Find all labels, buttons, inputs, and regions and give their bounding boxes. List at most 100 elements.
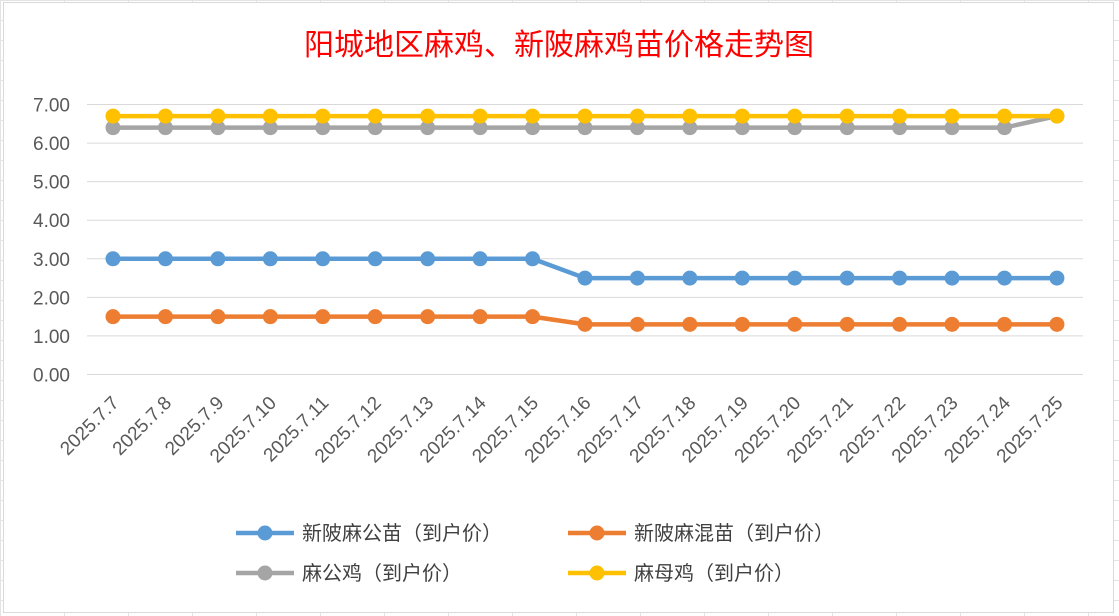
data-point [944,108,960,124]
data-point [682,108,698,124]
data-point [367,309,383,325]
legend-item: 麻母鸡（到户价） [568,561,794,585]
data-point [105,309,121,325]
data-point [682,316,698,332]
data-point [1049,270,1065,286]
data-point [577,270,593,286]
data-point [839,108,855,124]
data-point [420,120,436,136]
y-tick-label: 4.00 [33,211,70,232]
data-point [1049,316,1065,332]
data-point [996,120,1012,136]
data-point [105,251,121,267]
data-point [262,309,278,325]
data-point [996,108,1012,124]
data-point [629,270,645,286]
data-point [892,108,908,124]
data-point [367,251,383,267]
data-point [944,120,960,136]
data-point [996,270,1012,286]
chart-title: 阳城地区麻鸡、新陂麻鸡苗价格走势图 [304,28,814,63]
series-0 [105,251,1065,286]
legend-label: 麻母鸡（到户价） [634,561,794,585]
data-point [525,120,541,136]
legend-label: 麻公鸡（到户价） [302,561,462,585]
data-point [420,251,436,267]
data-point [315,120,331,136]
data-point [787,108,803,124]
series-lines [105,108,1065,332]
data-point [315,108,331,124]
y-tick-label: 0.00 [33,366,70,387]
data-point [629,120,645,136]
data-point [105,108,121,124]
y-tick-label: 7.00 [33,96,70,117]
data-point [839,120,855,136]
y-tick-label: 3.00 [33,250,70,271]
data-point [157,120,173,136]
data-point [472,108,488,124]
series-1 [105,309,1065,332]
legend-swatch-marker [257,525,273,541]
data-point [892,120,908,136]
y-tick-label: 2.00 [33,288,70,309]
data-point [787,270,803,286]
y-tick-label: 1.00 [33,327,70,348]
data-point [996,316,1012,332]
data-point [682,120,698,136]
x-axis-ticks: 2025.7.72025.7.82025.7.92025.7.102025.7.… [56,392,1067,467]
data-point [577,316,593,332]
legend-swatch-marker [589,525,605,541]
series-2 [105,108,1065,136]
data-point [157,309,173,325]
gridlines [87,104,1083,375]
legend: 新陂麻公苗（到户价） 新陂麻混苗（到户价） 麻公鸡（到户价） 麻母鸡（到户价） [236,521,834,585]
data-point [525,108,541,124]
data-point [472,251,488,267]
data-point [787,316,803,332]
series-3 [105,108,1065,124]
data-point [734,316,750,332]
data-point [944,316,960,332]
data-point [1049,108,1065,124]
data-point [367,108,383,124]
legend-item: 新陂麻混苗（到户价） [568,521,834,545]
data-point [157,108,173,124]
data-point [262,120,278,136]
data-point [787,120,803,136]
data-point [157,251,173,267]
data-point [525,309,541,325]
data-point [472,309,488,325]
data-point [367,120,383,136]
data-point [315,251,331,267]
data-point [734,270,750,286]
data-point [262,108,278,124]
data-point [525,251,541,267]
data-point [262,251,278,267]
data-point [420,309,436,325]
data-point [892,316,908,332]
data-point [892,270,908,286]
data-point [210,108,226,124]
data-point [577,108,593,124]
y-axis-ticks: 0.00 1.00 2.00 3.00 4.00 5.00 6.00 7.00 [33,96,70,387]
legend-item: 新陂麻公苗（到户价） [236,521,502,545]
legend-swatch-marker [257,565,273,581]
data-point [839,316,855,332]
legend-label: 新陂麻混苗（到户价） [634,521,834,545]
chart-frame[interactable] [3,2,1114,613]
data-point [210,120,226,136]
data-point [577,120,593,136]
data-point [944,270,960,286]
legend-item: 麻公鸡（到户价） [236,561,462,585]
data-point [734,108,750,124]
data-point [420,108,436,124]
data-point [629,108,645,124]
y-tick-label: 6.00 [33,134,70,155]
data-point [839,270,855,286]
data-point [682,270,698,286]
data-point [105,120,121,136]
data-point [210,251,226,267]
legend-swatch-marker [589,565,605,581]
